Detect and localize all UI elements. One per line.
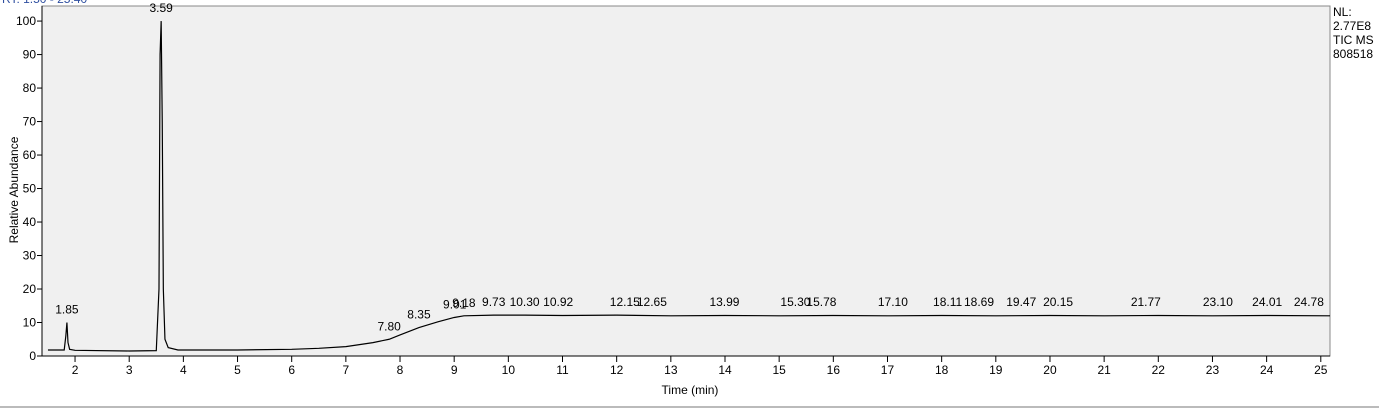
x-tick-label: 14	[718, 363, 732, 377]
x-tick-label: 11	[556, 363, 569, 377]
peak-label: 9.18	[452, 296, 476, 310]
peak-label: 12.15	[610, 295, 640, 309]
x-tick-label: 12	[610, 363, 624, 377]
y-tick-label: 100	[16, 14, 36, 28]
x-tick-label: 6	[288, 363, 295, 377]
y-tick-label: 60	[23, 148, 37, 162]
y-tick-label: 90	[23, 48, 37, 62]
x-tick-label: 23	[1206, 363, 1220, 377]
x-tick-label: 18	[935, 363, 949, 377]
info-label: NL:	[1333, 5, 1352, 19]
info-label: 808518	[1333, 47, 1373, 61]
x-tick-label: 13	[664, 363, 678, 377]
x-tick-label: 24	[1260, 363, 1274, 377]
peak-label: 15.78	[806, 295, 836, 309]
info-label: 2.77E8	[1333, 19, 1371, 33]
peak-label: 12.65	[637, 295, 667, 309]
peak-label: 20.15	[1043, 295, 1073, 309]
x-tick-label: 3	[126, 363, 133, 377]
peak-label: 18.11	[933, 295, 962, 309]
x-tick-label: 5	[234, 363, 241, 377]
x-tick-label: 9	[451, 363, 458, 377]
peak-label: 3.59	[149, 1, 173, 15]
y-tick-label: 70	[23, 115, 37, 129]
x-tick-label: 16	[827, 363, 841, 377]
x-tick-label: 21	[1097, 363, 1111, 377]
y-tick-label: 0	[29, 349, 36, 363]
x-tick-label: 22	[1152, 363, 1166, 377]
x-tick-label: 17	[881, 363, 895, 377]
x-tick-label: 15	[772, 363, 786, 377]
peak-label: 1.85	[55, 303, 79, 317]
range-header: RT: 1.50 - 25.40	[2, 0, 87, 6]
y-tick-label: 30	[23, 249, 37, 263]
peak-label: 10.92	[543, 295, 573, 309]
plot-area	[41, 5, 1331, 357]
x-tick-label: 10	[502, 363, 516, 377]
trace	[47, 21, 1331, 352]
x-tick-label: 25	[1314, 363, 1328, 377]
x-axis-title: Time (min)	[662, 383, 719, 397]
x-tick-label: 19	[989, 363, 1003, 377]
x-tick-label: 4	[180, 363, 187, 377]
x-tick-label: 8	[397, 363, 404, 377]
y-tick-label: 20	[23, 282, 37, 296]
peak-label: 21.77	[1131, 295, 1161, 309]
x-tick-label: 7	[343, 363, 350, 377]
peak-label: 9.01	[443, 297, 467, 311]
peak-label: 13.99	[709, 295, 739, 309]
peak-label: 19.47	[1006, 295, 1036, 309]
y-tick-label: 40	[23, 215, 37, 229]
peak-label: 15.30	[780, 295, 810, 309]
peak-label: 17.10	[878, 295, 908, 309]
peak-label: 24.01	[1252, 295, 1282, 309]
x-tick-label: 2	[72, 363, 79, 377]
y-tick-label: 80	[23, 81, 37, 95]
y-tick-label: 50	[23, 182, 37, 196]
peak-label: 9.73	[482, 295, 506, 309]
peak-label: 8.35	[407, 308, 431, 322]
x-tick-label: 20	[1043, 363, 1057, 377]
y-tick-label: 10	[23, 316, 37, 330]
peak-label: 24.78	[1294, 295, 1324, 309]
y-axis-title: Relative Abundance	[7, 136, 21, 243]
peak-label: 18.69	[964, 295, 994, 309]
peak-label: 23.10	[1203, 295, 1233, 309]
peak-label: 10.30	[510, 295, 540, 309]
info-label: TIC MS	[1333, 33, 1374, 47]
peak-label: 7.80	[378, 319, 402, 333]
